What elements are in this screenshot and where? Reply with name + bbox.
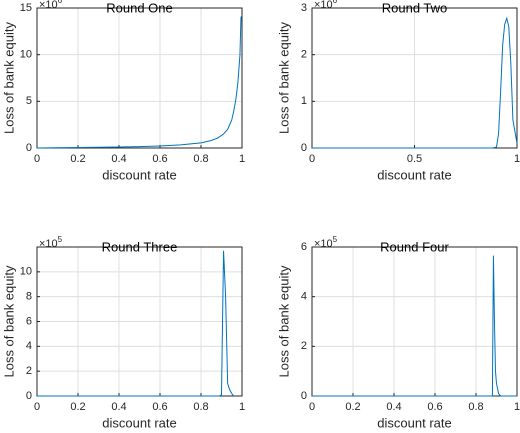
x-tick-label: 0 xyxy=(309,153,315,165)
data-line xyxy=(312,255,517,397)
subplot: 0 0.5 1 0 1 2 3 ×106 Round Two discount rate Loss … xyxy=(276,0,520,182)
data-line xyxy=(37,250,235,397)
x-tick-label: 0.5 xyxy=(407,153,422,165)
subplot-title: Round Four xyxy=(380,239,449,254)
y-tick-label: 0 xyxy=(26,142,32,154)
y-tick-label: 1 xyxy=(301,95,307,107)
y-offset-exponent: 6 xyxy=(58,0,63,5)
subplot-title: Round Three xyxy=(102,239,178,254)
y-offset-label: ×106 xyxy=(39,0,63,11)
plot-area xyxy=(37,8,242,148)
y-tick-label: 5 xyxy=(26,95,32,107)
y-axis-label: Loss of bank equity xyxy=(1,265,16,378)
x-tick-label: 0.6 xyxy=(427,401,442,413)
y-axis-label: Loss of bank equity xyxy=(1,21,16,134)
y-offset-label: ×106 xyxy=(314,0,338,11)
data-line xyxy=(312,16,518,149)
x-tick-label: 0.2 xyxy=(345,401,360,413)
axes-box xyxy=(36,7,243,149)
x-tick-label: 0.8 xyxy=(468,401,483,413)
y-axis-label: Loss of bank equity xyxy=(276,21,291,134)
y-tick-label: 2 xyxy=(301,49,307,61)
y-tick-label: 0 xyxy=(301,142,307,154)
x-tick-label: 0 xyxy=(34,401,40,413)
y-tick-label: 4 xyxy=(26,340,32,352)
y-tick-label: 8 xyxy=(26,291,32,303)
y-tick-label: 0 xyxy=(301,390,307,402)
y-tick-label: 4 xyxy=(301,291,307,303)
x-axis-label: discount rate xyxy=(377,167,451,182)
y-tick-label: 6 xyxy=(301,241,307,253)
x-tick-label: 0.4 xyxy=(111,401,126,413)
x-tick-label: 0.2 xyxy=(70,401,85,413)
x-tick-label: 0.4 xyxy=(386,401,401,413)
x-tick-label: 1 xyxy=(514,401,520,413)
y-tick-label: 10 xyxy=(20,49,32,61)
y-tick-label: 2 xyxy=(26,365,32,377)
x-tick-label: 1 xyxy=(239,401,245,413)
subplot-title: Round One xyxy=(106,0,173,15)
x-tick-label: 0.4 xyxy=(111,153,126,165)
subplot: 0 0.2 0.4 0.6 0.8 1 0 2 4 6 ×105 Round Four discount… xyxy=(276,235,520,430)
y-tick-label: 3 xyxy=(301,2,307,14)
x-axis-label: discount rate xyxy=(377,415,451,430)
x-tick-label: 1 xyxy=(239,153,245,165)
x-tick-label: 0.8 xyxy=(193,401,208,413)
y-offset-exponent: 5 xyxy=(58,235,63,244)
y-tick-label: 0 xyxy=(26,390,32,402)
y-offset-exponent: 6 xyxy=(333,0,338,5)
x-tick-label: 0.6 xyxy=(152,153,167,165)
y-offset-base: ×10 xyxy=(314,0,333,11)
plot-area xyxy=(312,247,517,396)
y-offset-base: ×10 xyxy=(314,238,333,250)
y-offset-label: ×105 xyxy=(39,235,63,250)
data-line xyxy=(36,15,243,149)
y-offset-base: ×10 xyxy=(39,0,58,11)
y-offset-exponent: 5 xyxy=(333,235,338,244)
y-tick-label: 15 xyxy=(20,2,32,14)
y-offset-base: ×10 xyxy=(39,238,58,250)
x-axis-label: discount rate xyxy=(102,415,176,430)
y-tick-label: 2 xyxy=(301,340,307,352)
y-tick-label: 6 xyxy=(26,315,32,327)
x-tick-label: 1 xyxy=(514,153,520,165)
x-tick-label: 0 xyxy=(309,401,315,413)
y-axis-label: Loss of bank equity xyxy=(276,265,291,378)
x-tick-label: 0.8 xyxy=(193,153,208,165)
subplot-title: Round Two xyxy=(382,0,448,15)
x-tick-label: 0.2 xyxy=(70,153,85,165)
y-tick-label: 10 xyxy=(20,266,32,278)
y-offset-label: ×105 xyxy=(314,235,338,250)
x-tick-label: 0.6 xyxy=(152,401,167,413)
x-tick-label: 0 xyxy=(34,153,40,165)
x-axis-label: discount rate xyxy=(102,167,176,182)
